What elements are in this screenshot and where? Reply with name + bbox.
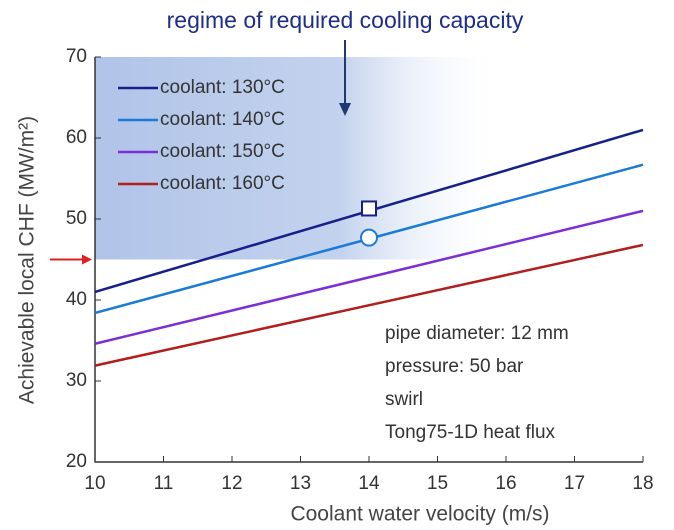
title-arrow-head <box>339 103 351 116</box>
y-tick-label: 30 <box>66 370 87 391</box>
y-tick-label: 40 <box>66 289 87 310</box>
x-tick-label: 13 <box>290 473 311 494</box>
note: swirl <box>385 389 423 410</box>
x-axis-label: Coolant water velocity (m/s) <box>290 503 549 526</box>
required-arrow-head <box>82 254 92 265</box>
x-tick-label: 11 <box>154 473 174 494</box>
note: Tong75-1D heat flux <box>385 422 556 443</box>
x-tick-label: 18 <box>632 473 653 494</box>
legend-label: coolant: 130°C <box>160 77 285 98</box>
legend-label: coolant: 150°C <box>160 141 285 162</box>
x-tick-label: 12 <box>221 473 242 494</box>
required-region <box>95 57 505 260</box>
y-tick-label: 20 <box>66 451 87 472</box>
y-tick-label: 70 <box>66 46 87 67</box>
y-tick-label: 50 <box>66 208 87 229</box>
y-tick-label: 60 <box>66 127 87 148</box>
marker <box>360 228 378 247</box>
series-line <box>94 243 644 367</box>
chart-title: regime of required cooling capacity <box>167 7 524 33</box>
x-tick-label: 15 <box>427 473 448 494</box>
legend-label: coolant: 160°C <box>160 173 285 194</box>
y-axis-label: Achievable local CHF (MW/m²) <box>16 116 39 404</box>
x-tick-label: 14 <box>358 473 380 494</box>
marker <box>361 200 377 217</box>
note: pressure: 50 bar <box>385 356 524 377</box>
x-tick-label: 17 <box>564 473 585 494</box>
note: pipe diameter: 12 mm <box>385 323 569 344</box>
x-tick-label: 10 <box>84 473 105 494</box>
series-line <box>94 209 644 345</box>
legend-label: coolant: 140°C <box>160 109 285 130</box>
x-tick-label: 16 <box>495 473 516 494</box>
